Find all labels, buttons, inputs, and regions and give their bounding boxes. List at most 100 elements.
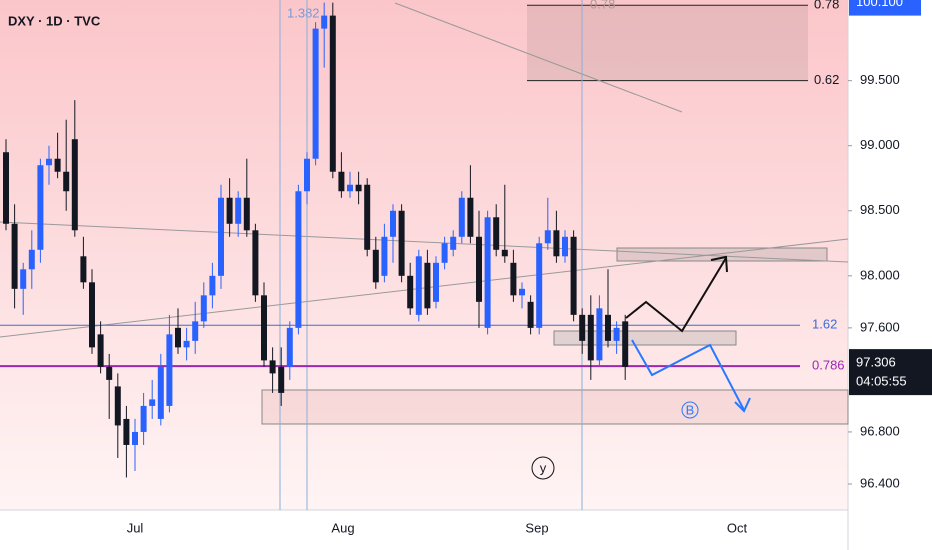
time-axis-bg — [0, 510, 848, 550]
candle-body — [140, 405, 147, 432]
candle-body — [441, 243, 448, 263]
candle-body — [596, 308, 603, 361]
zone — [261, 389, 849, 425]
candle-body — [338, 171, 345, 192]
projection — [631, 339, 745, 411]
candle-body — [37, 165, 44, 250]
candle-body — [510, 262, 517, 296]
projection — [625, 257, 727, 333]
candle-body — [527, 301, 534, 328]
wave-circle — [531, 456, 555, 480]
candle-body — [519, 288, 525, 296]
candle-body — [613, 327, 620, 341]
candle-body — [54, 158, 61, 172]
candle-body — [209, 275, 216, 296]
x-tick-label: Sep — [525, 520, 548, 535]
candle-body — [570, 236, 577, 315]
y-tick-label: 98.000 — [860, 267, 900, 282]
candle-body — [587, 314, 594, 361]
candle-body — [114, 386, 121, 426]
x-tick-label: Oct — [727, 520, 748, 535]
candle-body — [132, 431, 138, 445]
candle-body — [226, 197, 233, 224]
y-tick-label: 96.400 — [860, 475, 900, 490]
candle-body — [493, 217, 500, 250]
candle-body — [415, 256, 422, 315]
candle-body — [467, 197, 474, 237]
chart-title: DXY · 1D · TVC — [8, 13, 101, 28]
candle-body — [355, 184, 362, 192]
candle-body — [381, 236, 388, 276]
arrow-head — [734, 397, 751, 413]
candle-body — [501, 249, 508, 257]
level-label: 0.786 — [812, 358, 845, 373]
y-tick-label: 96.800 — [860, 423, 900, 438]
candle-body — [295, 191, 302, 328]
candle-body — [106, 366, 113, 380]
candle-body — [252, 230, 259, 296]
candle-body — [433, 262, 439, 302]
candle-body — [175, 327, 181, 348]
arrow-head — [710, 255, 728, 273]
level-label: 1.62 — [812, 317, 837, 332]
candle-body — [622, 321, 629, 367]
candle-body — [329, 15, 336, 172]
y-tick-label: 97.600 — [860, 319, 900, 334]
candle-body — [304, 158, 310, 192]
y-tick-label: 98.500 — [860, 202, 900, 217]
candle-body — [157, 366, 164, 419]
candle-body — [235, 197, 242, 224]
x-tick-label: Jul — [127, 520, 144, 535]
fib-label: 0.62 — [814, 72, 839, 87]
wave-label: B — [686, 402, 695, 417]
candle-body — [372, 249, 379, 283]
candle-body — [544, 230, 551, 244]
candle-body — [390, 210, 396, 237]
last-price-box — [849, 349, 932, 396]
candle-body — [71, 139, 78, 231]
fib-label-faint: 1.382 — [287, 5, 320, 20]
zone — [527, 5, 808, 81]
candle-body — [458, 197, 465, 237]
candle-body — [278, 366, 285, 393]
candle-body — [149, 399, 156, 406]
candle-body — [536, 243, 543, 328]
candle-body — [398, 210, 405, 276]
candle-body — [269, 360, 276, 374]
candle-body — [123, 418, 130, 445]
candle-body — [192, 321, 199, 341]
zone — [616, 247, 828, 262]
fib-label: 0.78 — [814, 0, 839, 12]
candle-body — [286, 327, 293, 367]
candle-body — [97, 334, 104, 367]
fib-label-faint: 0.78 — [590, 0, 615, 12]
candle-body — [476, 236, 482, 302]
candle-body — [579, 314, 586, 341]
candle-body — [424, 262, 431, 309]
candle-body — [450, 236, 457, 250]
candle-body — [11, 223, 18, 289]
candle-body — [347, 184, 353, 192]
candle-body — [183, 340, 190, 348]
candle-body — [80, 256, 87, 283]
candle-body — [321, 15, 328, 29]
price-marker — [849, 0, 921, 16]
candle-body — [364, 184, 371, 250]
candle-body — [605, 314, 611, 341]
candle-body — [28, 249, 35, 270]
wave-circle — [681, 401, 699, 419]
trend-line — [0, 238, 849, 338]
candle-body — [200, 295, 207, 322]
y-tick-label: 99.500 — [860, 72, 900, 87]
last-price-label: 97.306 — [856, 355, 896, 370]
price-marker-label: 100.100 — [856, 0, 903, 9]
candle-body — [166, 334, 173, 406]
y-tick-label: 99.000 — [860, 137, 900, 152]
candle-body — [562, 236, 568, 257]
x-tick-label: Aug — [331, 520, 354, 535]
candle-body — [312, 28, 319, 159]
candle-body — [63, 171, 70, 192]
countdown: 04:05:55 — [856, 374, 907, 389]
price-axis-bg — [848, 0, 932, 550]
candle-body — [243, 197, 250, 231]
